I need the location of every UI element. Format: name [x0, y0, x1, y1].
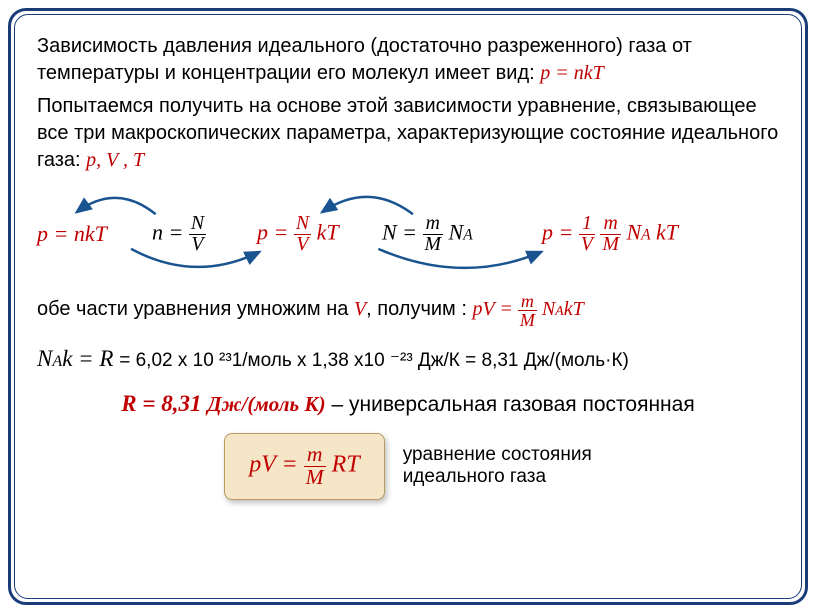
l3-na: N	[37, 346, 52, 371]
eq-step4-sub: A	[463, 226, 472, 243]
box-lhs: pV =	[249, 452, 303, 478]
l2-a: обе части уравнения умножим на	[37, 298, 354, 320]
eq-step1-text: p = nkT	[37, 221, 107, 246]
eq-step3-rhs: kT	[311, 219, 339, 244]
eq-p-nkT-top: p = nkT	[540, 62, 604, 84]
eq-step2-den: V	[189, 234, 206, 255]
eq-step5-f2n: m	[600, 214, 620, 234]
p2-text: Попытаемся получить на основе этой завис…	[37, 95, 778, 171]
eq-step5-kt: kT	[651, 219, 679, 244]
eq-step1: p = nkT	[37, 219, 107, 249]
eq-step5-sub: A	[641, 226, 650, 243]
eq-step5-f1d: V	[579, 234, 595, 255]
p2-colon: :	[75, 149, 86, 171]
l2-v: V	[354, 298, 366, 320]
r-const-line: R = 8,31 Дж/(моль К) – универсальная газ…	[37, 388, 779, 419]
l2-eq-sub: A	[555, 304, 564, 319]
l2-eq-num: m	[518, 292, 537, 310]
l2-eq-kt: kT	[564, 298, 584, 320]
r-calc-line: NAk = R = 6,02 х 10 ²³1/моль х 1,38 х10 …	[37, 343, 779, 374]
eq-step5-f1n: 1	[579, 214, 595, 234]
eq-step3-den: V	[294, 234, 311, 255]
l2-eq-lhs: pV =	[472, 298, 517, 320]
box-num: m	[304, 444, 326, 466]
eq-step3-lhs: p =	[257, 219, 294, 244]
box-den: M	[304, 466, 326, 489]
l2-eq-den: M	[518, 310, 537, 329]
eq-step4-lhs: N =	[382, 219, 423, 244]
box-rhs: RT	[326, 452, 360, 478]
final-box-row: pV = mM RT уравнение состояния идеальног…	[37, 433, 779, 499]
eq-step5-lhs: p =	[542, 219, 579, 244]
eq-pvt: p, V , T	[86, 149, 144, 171]
slide-content: Зависимость давления идеального (достато…	[14, 14, 802, 599]
multiply-line: обе части уравнения умножим на V, получи…	[37, 292, 779, 329]
box-caption: уравнение состояния идеального газа	[403, 444, 592, 490]
l3-kr: k = R	[62, 346, 113, 371]
eq-step4: N = mM NA	[382, 214, 473, 255]
derivation-row: p = nkT n = NV p = NV kT N = mM NA p = 1…	[37, 184, 779, 284]
eq-step4-den: M	[423, 234, 443, 255]
eq-step4-num: m	[423, 214, 443, 234]
eq-step3: p = NV kT	[257, 214, 339, 255]
eq-step3-num: N	[294, 214, 311, 234]
l4-unit: Дж/(моль К)	[207, 392, 325, 416]
eq-step2-num: N	[189, 214, 206, 234]
eq-step5-na: N	[621, 219, 641, 244]
l2-eq-na: N	[537, 298, 555, 320]
paragraph-1: Зависимость давления идеального (достато…	[37, 33, 779, 87]
l2-b: , получим :	[366, 298, 472, 320]
eq-step2: n = NV	[152, 214, 206, 255]
l3-sub: A	[52, 353, 62, 370]
boxcap-1: уравнение состояния	[403, 444, 592, 465]
eq-step4-na: N	[443, 219, 463, 244]
boxcap-2: идеального газа	[403, 466, 546, 487]
equation-box: pV = mM RT	[224, 433, 384, 499]
eq-step2-lhs: n =	[152, 219, 189, 244]
l4-r: R = 8,31	[121, 391, 207, 416]
eq-step5-f2d: M	[600, 234, 620, 255]
l4-desc: – универсальная газовая постоянная	[326, 393, 695, 416]
l3-rhs: = 6,02 х 10 ²³1/моль х 1,38 х10 ⁻²³ Дж/К…	[119, 350, 629, 371]
paragraph-2: Попытаемся получить на основе этой завис…	[37, 93, 779, 174]
eq-step5: p = 1V mM NA kT	[542, 214, 678, 255]
